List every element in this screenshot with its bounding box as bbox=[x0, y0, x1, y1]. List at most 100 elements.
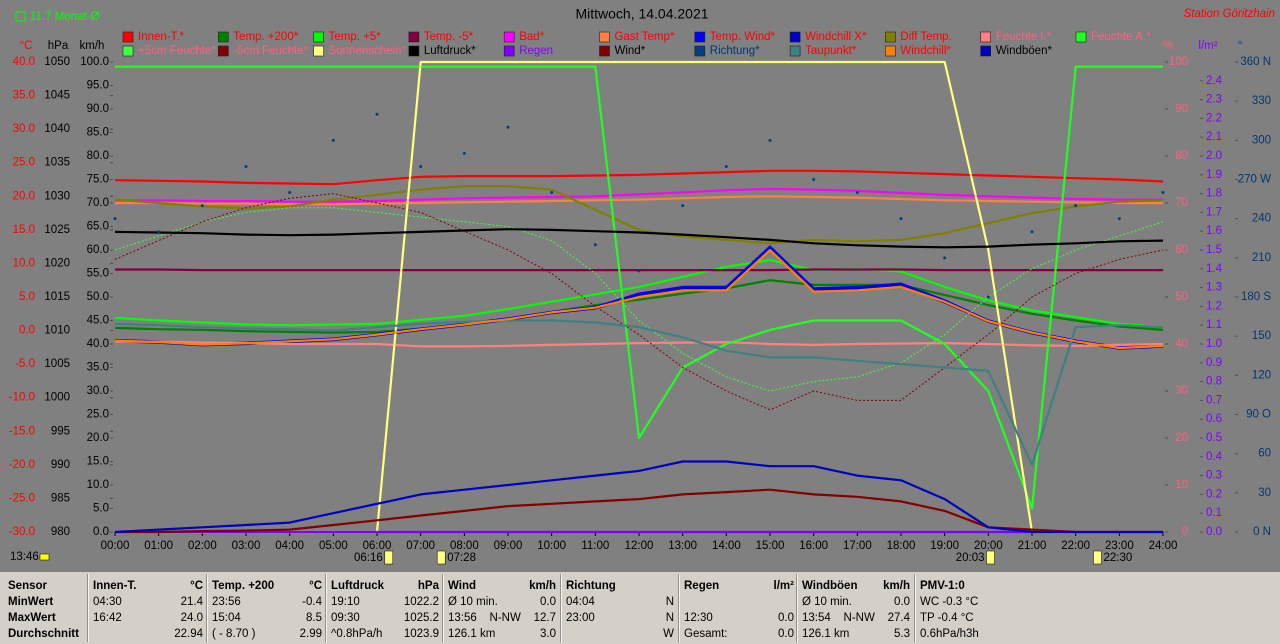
separator bbox=[560, 574, 562, 642]
stats-cell: Windböen bbox=[802, 580, 858, 592]
y-tick-label: 20.0 bbox=[13, 190, 35, 202]
y-tick-label: -30.0 bbox=[9, 526, 35, 538]
stats-cell: ( - 8.70 ) bbox=[212, 628, 256, 640]
series-line bbox=[114, 460, 1163, 534]
stats-cell: 21.4 bbox=[180, 596, 203, 608]
series-dot bbox=[768, 138, 772, 142]
separator bbox=[796, 574, 798, 642]
y-tick-label: 1005 bbox=[44, 358, 70, 370]
legend-swatch bbox=[599, 45, 610, 57]
stats-cell: 3.0 bbox=[540, 628, 556, 640]
stats-header: Windböen km/h bbox=[802, 578, 910, 594]
legend-swatch bbox=[408, 31, 420, 43]
y-tick-label: 50 bbox=[1175, 291, 1188, 303]
y-tick-label: 30.0 bbox=[13, 123, 35, 135]
y-tick-label: 0.7 bbox=[1206, 394, 1222, 406]
stats-row: 19:10 1022.2 bbox=[331, 594, 439, 610]
y-tick-label: 1040 bbox=[44, 123, 70, 135]
series-dot bbox=[288, 191, 292, 195]
axis-unit: ° bbox=[1238, 40, 1243, 52]
y-tick-label: 80 bbox=[1175, 150, 1188, 162]
x-tick-label: 14:00 bbox=[712, 540, 741, 552]
y-tick-label: 30 bbox=[1175, 385, 1188, 397]
x-tick-label: 24:00 bbox=[1149, 540, 1178, 552]
x-tick-label: 07:00 bbox=[406, 540, 435, 552]
y-tick-label: 1035 bbox=[44, 157, 70, 169]
stats-block: Windböen km/h Ø 10 min. 0.0 13:54 N-NW 27.4 126… bbox=[802, 578, 910, 642]
stats-cell: 1022.2 bbox=[403, 596, 439, 608]
x-tick-label: 16:00 bbox=[799, 540, 828, 552]
stats-cell: WC -0.3 °C bbox=[920, 596, 979, 608]
legend-swatch bbox=[218, 31, 229, 43]
legend-swatch bbox=[885, 45, 896, 57]
stats-header: Wind km/h bbox=[448, 578, 556, 594]
y-tick-label: 1.7 bbox=[1206, 206, 1222, 218]
stats-cell: 1025.2 bbox=[403, 612, 439, 624]
stats-row: 16:42 24.0 bbox=[93, 610, 203, 626]
legend-label: -5cm Feuchte* bbox=[233, 45, 308, 57]
y-tick-label: 90 O bbox=[1246, 409, 1271, 421]
y-tick-label: 40 bbox=[1175, 338, 1188, 350]
stats-row: 126.1 km 5.3 bbox=[802, 626, 910, 642]
x-tick-label: 19:00 bbox=[930, 540, 959, 552]
legend-swatch bbox=[694, 45, 706, 57]
chart: 11.7 Monat-Ø Mittwoch, 14.04.2021 Statio… bbox=[9, 6, 1275, 565]
stats-cell: 126.1 km bbox=[448, 628, 496, 640]
y-tick-label: 35.0 bbox=[13, 90, 35, 102]
stats-row: 04:04 N bbox=[566, 594, 674, 610]
sun-icon bbox=[39, 553, 50, 561]
stats-row: 13:56 N-NW 12.7 bbox=[448, 610, 556, 626]
y-tick-label: 5.0 bbox=[19, 291, 35, 303]
series-line bbox=[114, 279, 1164, 334]
stats-cell: Regen bbox=[684, 580, 720, 592]
series-dot bbox=[1030, 230, 1034, 234]
series-dot bbox=[550, 191, 554, 195]
series-dot bbox=[593, 243, 597, 247]
stats-cell: 126.1 km bbox=[802, 628, 850, 640]
x-tick-label: 10:00 bbox=[537, 540, 566, 552]
stats-row: 04:30 21.4 bbox=[93, 594, 203, 610]
y-tick-label: 1015 bbox=[44, 291, 70, 303]
x-tick-label: 11:00 bbox=[581, 540, 609, 552]
sun-marker bbox=[436, 550, 446, 565]
legend-label: Bad* bbox=[519, 31, 544, 43]
stats-header: PMV-1:0 bbox=[920, 578, 1030, 594]
y-tick-label: 1050 bbox=[44, 56, 70, 68]
series-dot bbox=[1117, 217, 1121, 221]
series-line bbox=[114, 259, 1164, 329]
y-tick-label: 1025 bbox=[44, 224, 70, 236]
legend-label: +5cm Feuchte* bbox=[138, 45, 216, 57]
stats-cell: km/h bbox=[883, 580, 910, 592]
y-tick-label: -10.0 bbox=[9, 392, 35, 404]
y-tick-label: 0.8 bbox=[1206, 376, 1222, 388]
stats-table: Sensor MinWert MaxWert Durchschnitt Innen-T.… bbox=[0, 572, 1280, 644]
stats-cell: km/h bbox=[529, 580, 556, 592]
stats-cell: 0.0 bbox=[540, 596, 556, 608]
stats-cell: PMV-1:0 bbox=[920, 580, 965, 592]
stats-cell: 27.4 bbox=[887, 612, 910, 624]
y-tick-label: 2.4 bbox=[1206, 75, 1223, 87]
axis-unit: % bbox=[1163, 40, 1173, 52]
series-line bbox=[114, 193, 1164, 411]
y-tick-label: 270 W bbox=[1238, 174, 1271, 186]
stats-cell: 1023.9 bbox=[403, 628, 439, 640]
stats-block: Regen l/m² 12:30 0.0 Gesamt: 0.0 bbox=[684, 578, 794, 642]
stats-cell: 22.94 bbox=[174, 628, 203, 640]
series-dot bbox=[113, 217, 117, 221]
series-dot bbox=[943, 256, 947, 260]
stats-cell: N bbox=[665, 596, 674, 608]
y-tick-label: 0.9 bbox=[1206, 357, 1222, 369]
stats-cell: 24.0 bbox=[180, 612, 203, 624]
legend-label: Windchill* bbox=[900, 45, 951, 57]
y-tick-label: 360 N bbox=[1240, 56, 1271, 68]
legend-label: Feuchte A.* bbox=[1091, 31, 1151, 43]
y-tick-label: 1.9 bbox=[1206, 169, 1222, 181]
stats-cell: Luftdruck bbox=[331, 580, 385, 592]
y-tick-label: 980 bbox=[51, 526, 70, 538]
legend-label: Windchill X* bbox=[805, 31, 867, 43]
separator bbox=[914, 574, 916, 642]
y-tick-label: 45.0 bbox=[87, 315, 109, 327]
stats-cell: Wind bbox=[448, 580, 476, 592]
series-dot bbox=[812, 178, 816, 181]
series-line bbox=[114, 207, 1164, 392]
